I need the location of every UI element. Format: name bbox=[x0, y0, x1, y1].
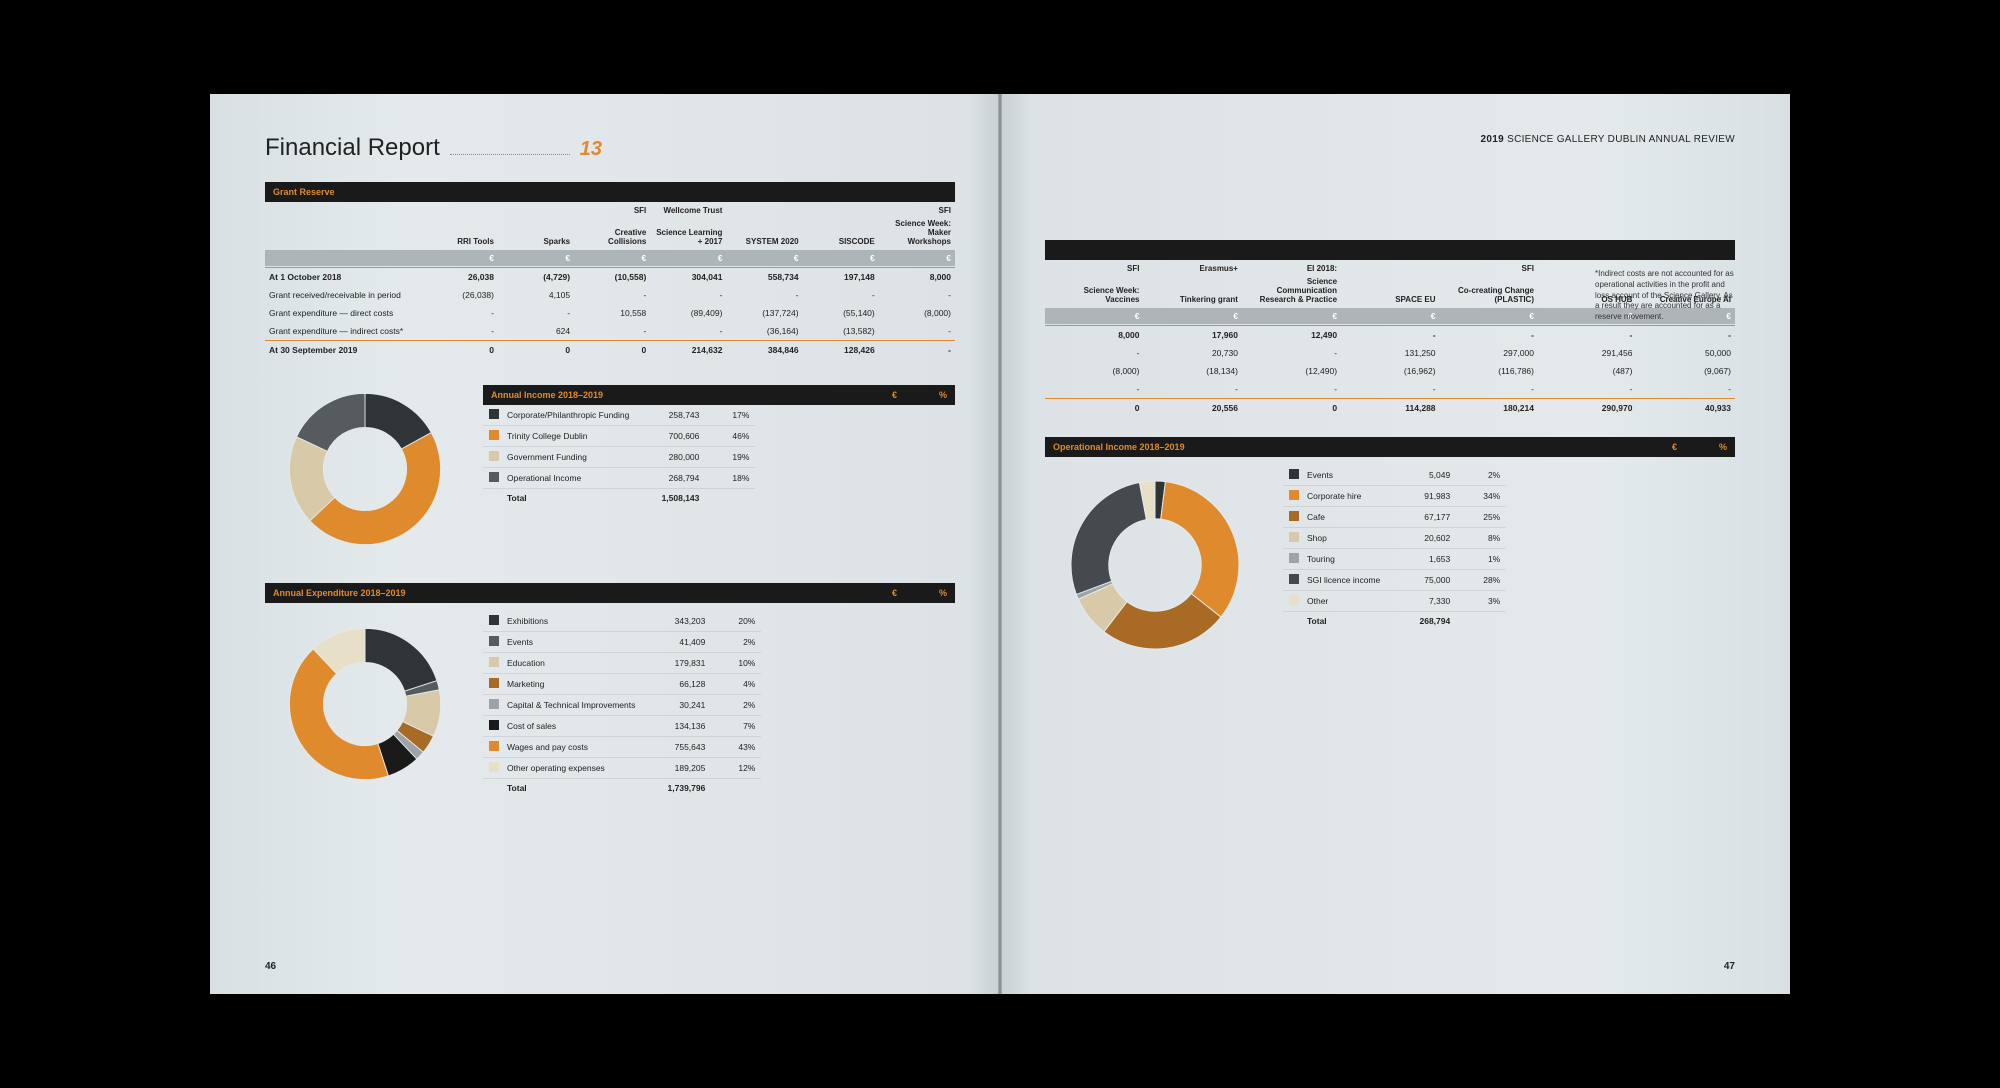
operational-income-title: Operational Income 2018–2019 bbox=[1053, 442, 1185, 452]
annual-income-header: Annual Income 2018–2019 € % bbox=[483, 385, 955, 405]
annual-expenditure-header: Annual Expenditure 2018–2019 € % bbox=[265, 583, 955, 603]
annual-expenditure-section: Exhibitions343,20320%Events41,4092%Educa… bbox=[265, 611, 955, 797]
annual-income-legend: Corporate/Philanthropic Funding258,74317… bbox=[483, 405, 755, 507]
legend-row: Wages and pay costs755,64343% bbox=[483, 737, 761, 758]
legend-row: Trinity College Dublin700,60646% bbox=[483, 426, 755, 447]
legend-row: Touring1,6531% bbox=[1283, 549, 1506, 570]
title-text: Financial Report bbox=[265, 134, 440, 162]
legend-row: Marketing66,1284% bbox=[483, 674, 761, 695]
col-pct: % bbox=[897, 588, 947, 598]
operational-income-section: Events5,0492%Corporate hire91,98334%Cafe… bbox=[1045, 465, 1735, 665]
annual-income-section: Annual Income 2018–2019 € % Corporate/Ph… bbox=[265, 379, 955, 559]
header-right: 2019 SCIENCE GALLERY DUBLIN ANNUAL REVIE… bbox=[1481, 134, 1735, 145]
legend-row: Cost of sales134,1367% bbox=[483, 716, 761, 737]
grant-continuation-bar bbox=[1045, 240, 1735, 260]
col-euro: € bbox=[1607, 442, 1677, 452]
annual-expenditure-donut bbox=[265, 611, 465, 797]
legend-row: Other operating expenses189,20512% bbox=[483, 758, 761, 779]
header-text: SCIENCE GALLERY DUBLIN ANNUAL REVIEW bbox=[1507, 134, 1735, 145]
col-pct: % bbox=[897, 390, 947, 400]
legend-row: Education179,83110% bbox=[483, 653, 761, 674]
chapter-number: 13 bbox=[580, 138, 602, 161]
legend-row: Other7,3303% bbox=[1283, 591, 1506, 612]
page-number-left: 46 bbox=[265, 961, 276, 972]
annual-expenditure-legend: Exhibitions343,20320%Events41,4092%Educa… bbox=[483, 611, 761, 797]
legend-row: Corporate/Philanthropic Funding258,74317… bbox=[483, 405, 755, 426]
grant-reserve-bar: Grant Reserve bbox=[265, 182, 955, 202]
operational-income-donut bbox=[1045, 465, 1265, 665]
page-number-right: 47 bbox=[1724, 961, 1735, 972]
book-spine bbox=[998, 94, 1002, 994]
page-right: 2019 SCIENCE GALLERY DUBLIN ANNUAL REVIE… bbox=[1000, 94, 1790, 994]
operational-income-header: Operational Income 2018–2019 € % bbox=[1045, 437, 1735, 457]
col-euro: € bbox=[827, 390, 897, 400]
annual-income-title: Annual Income 2018–2019 bbox=[491, 390, 603, 400]
legend-row: Events41,4092% bbox=[483, 632, 761, 653]
legend-row: Events5,0492% bbox=[1283, 465, 1506, 486]
legend-row: Government Funding280,00019% bbox=[483, 447, 755, 468]
annual-income-donut bbox=[265, 379, 465, 559]
report-title: Financial Report 13 bbox=[265, 134, 955, 162]
footnote: *Indirect costs are not accounted for as… bbox=[1595, 269, 1735, 323]
book-spread: Financial Report 13 Grant Reserve SFIWel… bbox=[210, 94, 1790, 994]
legend-row: Shop20,6028% bbox=[1283, 528, 1506, 549]
grant-reserve-title: Grant Reserve bbox=[273, 187, 335, 197]
legend-row: Capital & Technical Improvements30,2412% bbox=[483, 695, 761, 716]
legend-row: SGI licence income75,00028% bbox=[1283, 570, 1506, 591]
operational-income-legend: Events5,0492%Corporate hire91,98334%Cafe… bbox=[1283, 465, 1506, 630]
legend-row: Cafe67,17725% bbox=[1283, 507, 1506, 528]
legend-row: Corporate hire91,98334% bbox=[1283, 486, 1506, 507]
annual-expenditure-title: Annual Expenditure 2018–2019 bbox=[273, 588, 406, 598]
legend-row: Operational Income268,79418% bbox=[483, 468, 755, 489]
header-year: 2019 bbox=[1481, 134, 1504, 145]
dotted-line bbox=[450, 154, 570, 155]
legend-row: Exhibitions343,20320% bbox=[483, 611, 761, 632]
col-pct: % bbox=[1677, 442, 1727, 452]
page-left: Financial Report 13 Grant Reserve SFIWel… bbox=[210, 94, 1000, 994]
col-euro: € bbox=[827, 588, 897, 598]
grant-table-left: SFIWellcome TrustSFIRRI ToolsSparksCreat… bbox=[265, 202, 955, 359]
